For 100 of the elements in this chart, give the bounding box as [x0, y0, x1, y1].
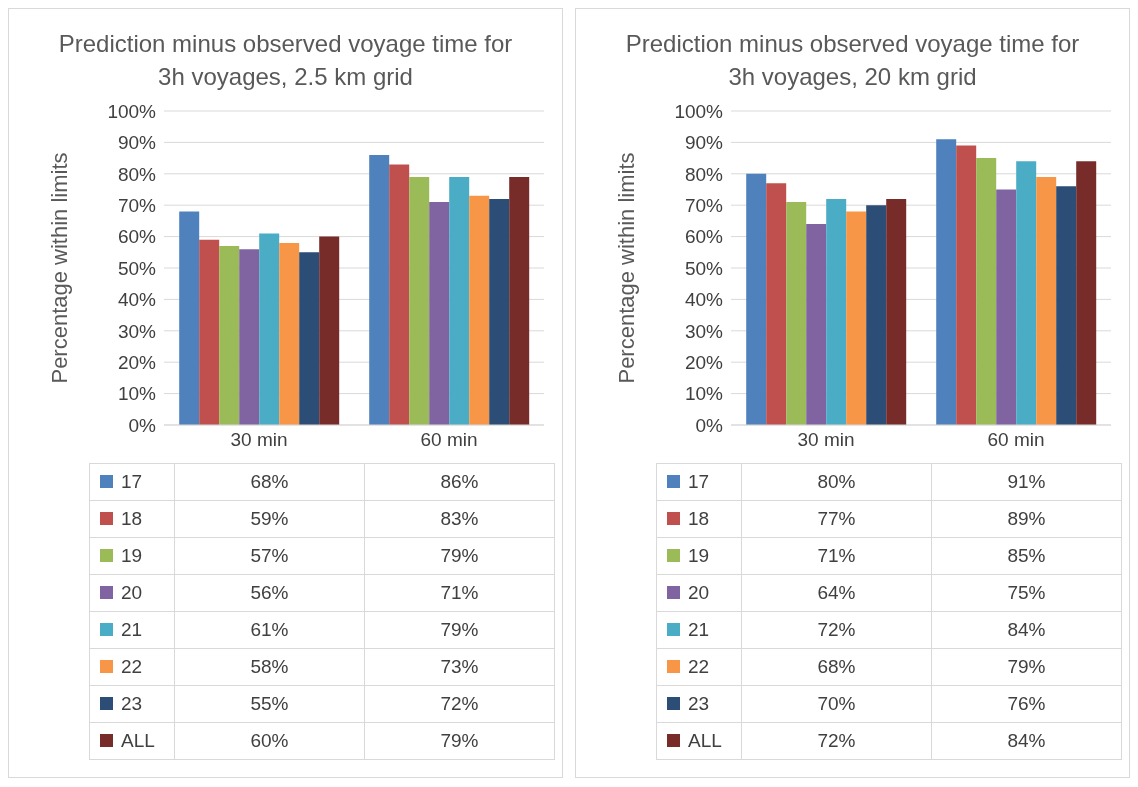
- data-label: 61%: [174, 611, 365, 649]
- y-tick-label: 20%: [117, 351, 157, 373]
- chart-title: Prediction minus observed voyage time for 3h voyages, 2.5 km grid: [57, 29, 514, 92]
- bar: [509, 176, 530, 425]
- y-tick-label: 50%: [117, 257, 157, 279]
- bar: [806, 224, 827, 425]
- data-label: 84%: [931, 722, 1122, 760]
- y-tick-label: 40%: [117, 289, 157, 311]
- y-tick-label: 10%: [117, 383, 157, 405]
- data-label: 79%: [364, 722, 555, 760]
- x-tick-label: 60 min: [987, 429, 1045, 451]
- data-label: 60%: [174, 722, 365, 760]
- data-label: 89%: [931, 500, 1122, 538]
- y-tick-label: 80%: [684, 163, 724, 185]
- data-label: 59%: [174, 500, 365, 538]
- legend-label: 19: [656, 537, 742, 575]
- x-tick-label: 30 min: [797, 429, 855, 451]
- y-tick-label: 0%: [128, 414, 157, 436]
- legend-label: 22: [656, 648, 742, 686]
- data-label: 70%: [741, 685, 932, 723]
- bar: [179, 211, 200, 425]
- legend-label: 18: [656, 500, 742, 538]
- legend-label: 23: [89, 685, 175, 723]
- bar: [389, 164, 410, 425]
- data-label: 91%: [931, 463, 1122, 501]
- data-label: 75%: [931, 574, 1122, 612]
- x-tick-label: 30 min: [230, 429, 288, 451]
- y-tick-label: 70%: [684, 194, 724, 216]
- legend-label: 17: [656, 463, 742, 501]
- data-label: 64%: [741, 574, 932, 612]
- data-label: 56%: [174, 574, 365, 612]
- bar: [1016, 161, 1037, 425]
- bar: [996, 189, 1017, 425]
- data-label: 83%: [364, 500, 555, 538]
- bar: [786, 202, 807, 425]
- bar: [1056, 186, 1077, 425]
- data-label: 55%: [174, 685, 365, 723]
- bar: [1076, 161, 1097, 425]
- y-tick-label: 30%: [117, 320, 157, 342]
- y-axis-title: Percentage within limits: [613, 152, 639, 384]
- bar: [866, 205, 887, 425]
- bar: [846, 211, 867, 425]
- y-tick-label: 20%: [684, 351, 724, 373]
- bar: [409, 176, 430, 425]
- data-label: 86%: [364, 463, 555, 501]
- data-label: 68%: [741, 648, 932, 686]
- data-label: 84%: [931, 611, 1122, 649]
- legend-label: 23: [656, 685, 742, 723]
- data-label: 57%: [174, 537, 365, 575]
- y-axis-title: Percentage within limits: [46, 152, 72, 384]
- bar: [766, 183, 787, 425]
- bar: [826, 198, 847, 425]
- bar: [469, 195, 490, 425]
- legend-label: ALL: [89, 722, 175, 760]
- bar: [219, 246, 240, 425]
- data-label: 72%: [741, 611, 932, 649]
- data-label: 79%: [364, 537, 555, 575]
- bar: [239, 249, 260, 425]
- legend-label: 21: [656, 611, 742, 649]
- bar: [956, 145, 977, 425]
- bar: [369, 154, 390, 425]
- data-label: 68%: [174, 463, 365, 501]
- y-tick-label: 70%: [117, 194, 157, 216]
- legend-label: 17: [89, 463, 175, 501]
- bar: [1036, 176, 1057, 425]
- bar: [259, 233, 280, 425]
- y-tick-label: 90%: [684, 132, 724, 154]
- y-tick-label: 40%: [684, 289, 724, 311]
- legend-label: 21: [89, 611, 175, 649]
- y-tick-label: 60%: [117, 226, 157, 248]
- bar: [299, 252, 320, 425]
- chart-title: Prediction minus observed voyage time for 3h voyages, 20 km grid: [624, 29, 1081, 92]
- data-label: 72%: [364, 685, 555, 723]
- y-tick-label: 30%: [684, 320, 724, 342]
- bar: [746, 173, 767, 425]
- data-label: 71%: [364, 574, 555, 612]
- legend-label: 20: [89, 574, 175, 612]
- legend-label: 19: [89, 537, 175, 575]
- data-label: 76%: [931, 685, 1122, 723]
- bar: [429, 202, 450, 425]
- data-label: 71%: [741, 537, 932, 575]
- bar: [489, 198, 510, 425]
- bar: [449, 176, 470, 425]
- y-tick-label: 90%: [117, 132, 157, 154]
- bar: [199, 239, 220, 425]
- y-tick-label: 100%: [674, 100, 724, 122]
- bar: [976, 158, 997, 425]
- data-label: 79%: [364, 611, 555, 649]
- y-tick-label: 100%: [107, 100, 157, 122]
- data-label: 58%: [174, 648, 365, 686]
- legend-label: 22: [89, 648, 175, 686]
- legend-label: 18: [89, 500, 175, 538]
- legend-label: ALL: [656, 722, 742, 760]
- data-label: 85%: [931, 537, 1122, 575]
- y-tick-label: 10%: [684, 383, 724, 405]
- data-label: 79%: [931, 648, 1122, 686]
- y-tick-label: 80%: [117, 163, 157, 185]
- bar: [886, 198, 907, 425]
- y-tick-label: 0%: [695, 414, 724, 436]
- data-label: 73%: [364, 648, 555, 686]
